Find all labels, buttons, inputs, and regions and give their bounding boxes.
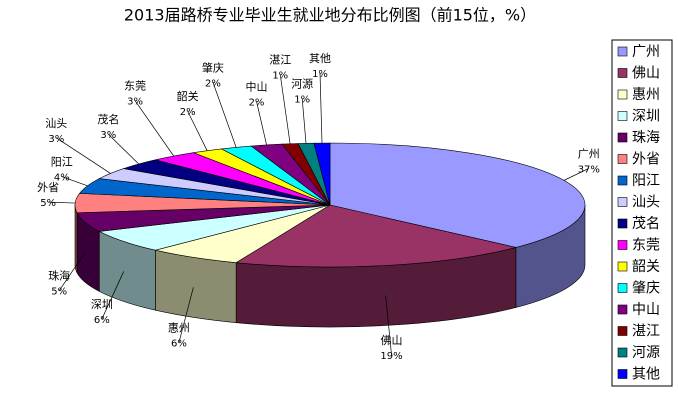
data-label-value: 1%	[272, 71, 288, 82]
data-label-value: 2%	[180, 107, 196, 118]
data-label-value: 3%	[127, 97, 143, 108]
legend-label: 韶关	[632, 259, 660, 275]
legend-swatch	[617, 154, 628, 164]
legend-swatch	[617, 89, 628, 100]
leader-line	[385, 295, 392, 355]
legend-swatch	[617, 132, 628, 143]
legend-swatch	[617, 347, 628, 358]
legend-label: 外省	[632, 152, 660, 168]
data-label-value: 5%	[40, 198, 56, 209]
data-label-name: 茂名	[97, 112, 119, 126]
leader-line	[301, 98, 307, 144]
leader-line	[58, 252, 86, 291]
legend-label: 湛江	[632, 324, 660, 340]
data-label-name: 其他	[309, 52, 331, 65]
data-label-value: 1%	[312, 69, 328, 80]
data-label-name: 东莞	[124, 80, 146, 93]
data-label-value: 4%	[54, 173, 70, 184]
data-label-value: 5%	[51, 287, 67, 298]
data-label-name: 汕头	[45, 117, 67, 130]
leader-line	[319, 73, 323, 144]
data-label-name: 佛山	[381, 334, 403, 347]
data-label-name: 阳江	[51, 156, 73, 169]
legend-label: 茂名	[632, 215, 660, 232]
pie-side	[74, 204, 78, 273]
data-label-value: 2%	[249, 97, 265, 108]
data-label-name: 河源	[291, 76, 313, 90]
leader-line	[134, 100, 174, 157]
data-label-name: 珠海	[48, 269, 70, 283]
legend-swatch	[617, 46, 628, 57]
data-label-name: 肇庆	[202, 60, 224, 74]
leader-line	[187, 111, 208, 151]
leader-line	[61, 176, 88, 187]
legend-swatch	[617, 326, 628, 336]
legend-label: 肇庆	[632, 281, 660, 297]
data-label-name: 韶关	[177, 89, 199, 103]
data-label-value: 2%	[205, 78, 221, 89]
pie-slice	[329, 142, 586, 248]
legend-swatch	[617, 240, 628, 250]
legend-label: 深圳	[632, 109, 660, 125]
legend-swatch	[617, 68, 628, 78]
data-label-name: 广州	[578, 147, 600, 160]
leader-line	[178, 287, 194, 343]
data-label-name: 中山	[246, 80, 268, 93]
leader-line	[279, 74, 291, 144]
data-label-name: 惠州	[168, 321, 190, 335]
legend-label: 珠海	[632, 130, 660, 146]
legend-swatch	[617, 304, 628, 315]
legend-label: 惠州	[632, 87, 660, 103]
legend-swatch	[617, 261, 628, 272]
pie-slice	[235, 204, 516, 268]
legend-swatch	[617, 175, 628, 186]
legend-swatch	[617, 197, 628, 207]
data-label-value: 19%	[380, 351, 402, 362]
leader-line	[48, 201, 76, 204]
legend-label: 东莞	[632, 238, 660, 254]
data-label-value: 6%	[94, 315, 110, 326]
data-label-value: 37%	[578, 164, 600, 175]
legend-swatch	[617, 218, 628, 229]
data-label-value: 6%	[171, 339, 187, 350]
legend-label: 阳江	[632, 173, 660, 189]
data-label-name: 湛江	[269, 54, 291, 67]
leader-line	[256, 101, 267, 146]
data-label-value: 3%	[48, 134, 64, 145]
chart-title: 2013届路桥专业毕业生就业地分布比例图（前15位，%）	[124, 6, 536, 25]
legend-swatch	[617, 369, 628, 379]
legend-label: 河源	[632, 345, 660, 361]
data-label-value: 1%	[294, 94, 310, 105]
legend-label: 汕头	[632, 195, 660, 211]
legend-label: 其他	[632, 367, 660, 383]
legend-swatch	[617, 283, 628, 293]
leader-line	[101, 271, 125, 320]
legend-label: 广州	[632, 44, 660, 60]
leader-line	[212, 82, 237, 148]
legend-swatch	[617, 111, 628, 121]
leader-line	[56, 137, 111, 174]
legend-label: 佛山	[632, 66, 660, 82]
data-label-value: 3%	[100, 130, 116, 141]
legend-label: 中山	[632, 302, 660, 318]
leader-line	[563, 168, 589, 181]
data-label-name: 深圳	[91, 298, 113, 311]
leader-line	[108, 133, 139, 165]
data-label-name: 外省	[37, 181, 59, 194]
